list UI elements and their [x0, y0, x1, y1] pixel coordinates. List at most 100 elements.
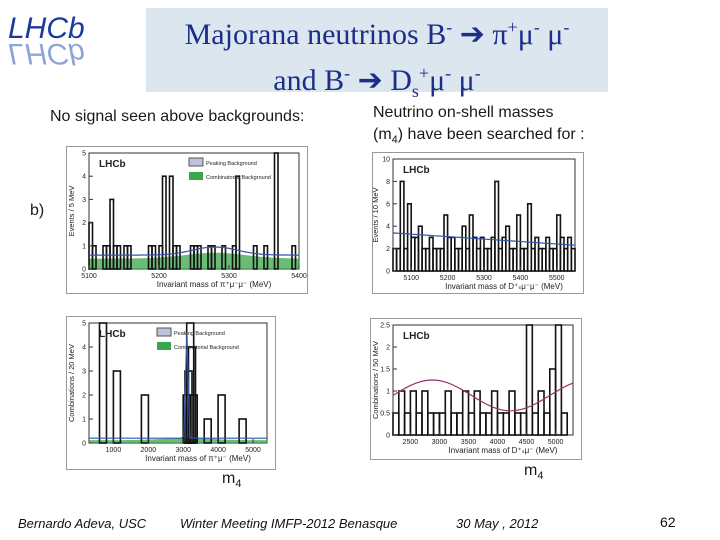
y-tick-label: 6 [386, 201, 390, 208]
x-tick-label: 1000 [106, 447, 122, 454]
histogram-bar [392, 412, 400, 436]
x-tick-label: 3500 [461, 439, 477, 446]
histogram-bar [485, 412, 493, 436]
plot-bottom-right: 2500 3000 3500 4000 4500 5000 0 0.5 1 1.5 2 2.5 Inva… [370, 318, 582, 460]
chart-bottom-right: 2500 3000 3500 4000 4500 5000 0 0.5 1 1.5 2 2.5 Inva… [371, 323, 574, 455]
y-tick-label: 1 [386, 389, 390, 396]
chart-bottom-left: 1000 2000 3000 4000 5000 0 1 2 3 4 5 Invariant mass… [67, 321, 268, 463]
histogram-bar [516, 214, 522, 272]
histogram-bar [508, 390, 516, 436]
legend-combinatorial-swatch [157, 342, 171, 350]
y-tick-label: 3 [82, 369, 86, 376]
plot-bottom-left: 1000 2000 3000 4000 5000 0 1 2 3 4 5 Invariant mass… [66, 316, 276, 470]
x-axis-label: Invariant mass of D⁺ₛμ⁻ (MeV) [449, 446, 558, 455]
y-tick-label: 4 [82, 174, 86, 181]
lhcb-plot-label: LHCb [403, 165, 430, 176]
y-axis-label: Events / 10 MeV [373, 187, 380, 242]
chart-top-right: 5100 5200 5300 5400 5500 0 2 4 6 8 10 Invariant mas… [371, 157, 576, 291]
histogram-bar [415, 412, 423, 436]
y-tick-label: 3 [82, 197, 86, 204]
x-tick-label: 5100 [403, 275, 419, 282]
legend-combinatorial-swatch [189, 172, 203, 180]
title-box: Majorana neutrinos B- ➔ π+μ- μ- and B- ➔… [146, 8, 608, 101]
y-tick-label: 0 [82, 267, 86, 274]
y-tick-label: 2 [386, 246, 390, 253]
histogram-bar [140, 394, 150, 444]
histogram-bar [444, 390, 452, 436]
x-tick-label: 4000 [210, 447, 226, 454]
y-tick-label: 10 [382, 157, 390, 164]
histogram-bar [112, 370, 122, 444]
histogram-bar [450, 412, 458, 436]
histogram-bar [151, 245, 157, 270]
histogram-bar [217, 394, 226, 444]
histogram-bar [467, 412, 476, 436]
y-tick-label: 0 [386, 269, 390, 276]
histogram-bar [519, 412, 528, 436]
histogram-bar [479, 412, 487, 436]
histogram-bar [210, 245, 216, 270]
m4-left-label: m4 [222, 470, 242, 491]
histogram-bar [554, 324, 563, 436]
logo-text-top: LHCb [8, 12, 85, 45]
histogram-bar [426, 412, 435, 436]
histogram-bar [409, 390, 418, 436]
histogram-bar [238, 418, 247, 444]
histogram-bar [537, 390, 545, 436]
histogram-bar [116, 245, 122, 270]
histogram-bar [196, 245, 202, 270]
legend-combinatorial-label: Combinatorial Background [174, 345, 239, 351]
histogram-bar [496, 412, 505, 436]
y-tick-label: 2 [82, 393, 86, 400]
y-axis-label: Combinations / 50 MeV [371, 341, 380, 419]
histogram-bar [502, 412, 510, 436]
y-tick-label: 5 [82, 151, 86, 158]
logo-text-reflection: LHCb [8, 37, 85, 70]
legend-peaking-swatch [156, 327, 172, 337]
histogram-bar [397, 390, 406, 436]
lhcb-plot-label: LHCb [99, 159, 126, 170]
x-axis-label: Invariant mass of π⁺μ⁻ (MeV) [145, 454, 251, 463]
x-tick-label: 2500 [403, 439, 419, 446]
y-tick-label: 8 [386, 179, 390, 186]
fit-curve [89, 331, 267, 439]
footer-author: Bernardo Adeva, USC [18, 516, 147, 531]
legend-peaking-label: Peaking Background [174, 331, 225, 337]
x-tick-label: 5100 [81, 273, 97, 280]
left-caption: No signal seen above backgrounds: [50, 108, 305, 125]
histogram-bar [421, 390, 429, 436]
x-tick-label: 5400 [513, 275, 529, 282]
histogram-bar [98, 322, 108, 444]
label-b: b) [30, 202, 45, 219]
histogram-bar [461, 390, 470, 436]
x-tick-label: 5000 [245, 447, 261, 454]
histogram-bar [494, 180, 500, 272]
histogram-bar [514, 412, 522, 436]
x-axis-label: Invariant mass of D⁺ₛμ⁻μ⁻ (MeV) [445, 282, 563, 291]
legend-peaking-swatch [188, 157, 204, 167]
y-tick-label: 2.5 [380, 323, 390, 330]
histogram-bar [570, 247, 576, 272]
y-tick-label: 0.5 [380, 411, 390, 418]
y-tick-label: 2 [82, 220, 86, 227]
x-tick-label: 5200 [151, 273, 167, 280]
x-tick-label: 2000 [141, 447, 157, 454]
title-line-2: and B- ➔ Ds+μ- μ- [273, 63, 481, 101]
footer-date: 30 May , 2012 [456, 516, 539, 531]
histogram-bar [560, 412, 568, 436]
slide-title: Majorana neutrinos B- ➔ π+μ- μ- and B- ➔… [146, 8, 608, 110]
lhcb-logo: LHCb LHCb [4, 4, 112, 76]
x-tick-label: 4500 [519, 439, 535, 446]
legend-peaking-label: Peaking Background [206, 161, 257, 167]
y-tick-label: 0 [386, 433, 390, 440]
y-tick-label: 5 [82, 321, 86, 328]
histogram-bar [273, 152, 279, 270]
right-caption: Neutrino on-shell masses (m4) have been … [373, 104, 585, 147]
y-axis-label: Events / 5 MeV [67, 186, 76, 237]
histogram-bar [168, 175, 174, 270]
histogram-bar [531, 412, 539, 436]
footer-event: Winter Meeting IMFP-2012 Benasque [180, 516, 398, 531]
fit-curve [392, 379, 574, 412]
arrow-icon: ➔ [357, 64, 383, 97]
x-tick-label: 5300 [221, 273, 237, 280]
